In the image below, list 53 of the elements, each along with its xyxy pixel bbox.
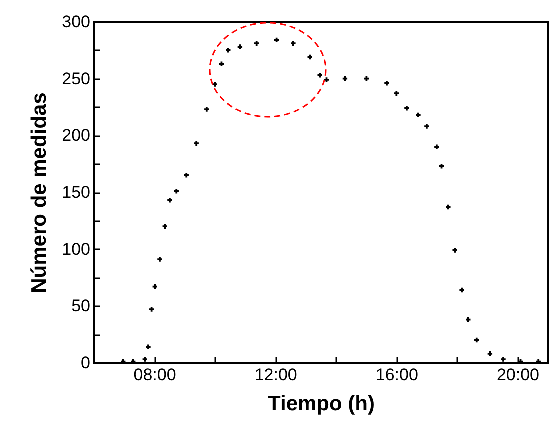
point <box>184 173 189 178</box>
x-tick-label: 08:00 <box>134 366 176 384</box>
x-tick-label: 20:00 <box>496 366 540 384</box>
y-tick-label: 0 <box>81 354 90 372</box>
point <box>219 62 224 66</box>
point <box>308 54 312 60</box>
point <box>226 48 231 53</box>
point <box>149 307 154 312</box>
point <box>291 41 296 46</box>
point <box>488 352 493 356</box>
x-tick-label: 12:00 <box>254 366 298 384</box>
point <box>446 204 451 210</box>
point <box>274 38 280 43</box>
point <box>168 198 172 203</box>
point <box>460 288 464 293</box>
point <box>424 124 430 129</box>
point <box>194 141 199 146</box>
point <box>142 357 148 362</box>
point <box>152 284 158 290</box>
point <box>474 338 480 343</box>
y-tick-label: 100 <box>62 240 90 259</box>
point <box>466 317 471 322</box>
point <box>146 344 151 350</box>
point <box>131 360 136 364</box>
point <box>158 257 162 262</box>
point <box>384 81 390 86</box>
y-tick-label: 250 <box>62 69 90 88</box>
point <box>324 78 330 82</box>
point <box>342 76 348 82</box>
point <box>434 144 440 150</box>
point <box>536 360 541 364</box>
y-tick-label: 200 <box>62 126 90 146</box>
point <box>174 189 179 194</box>
point <box>121 360 126 364</box>
point <box>204 107 210 112</box>
point <box>162 224 168 229</box>
point <box>238 44 243 50</box>
y-tick-label: 150 <box>62 183 90 202</box>
point <box>254 41 260 46</box>
point <box>439 164 444 169</box>
point <box>452 248 458 253</box>
point <box>404 106 410 111</box>
point <box>501 357 506 362</box>
point <box>364 76 370 82</box>
x-tick-label: 16:00 <box>376 366 418 384</box>
point <box>394 91 400 96</box>
point <box>212 82 218 87</box>
point <box>318 73 322 78</box>
y-tick-label: 50 <box>72 296 90 316</box>
point <box>416 112 421 118</box>
x-axis-title: Tiempo (h) <box>268 392 375 416</box>
y-tick-label: 300 <box>62 12 90 32</box>
y-axis-title: Número de medidas <box>28 92 52 294</box>
